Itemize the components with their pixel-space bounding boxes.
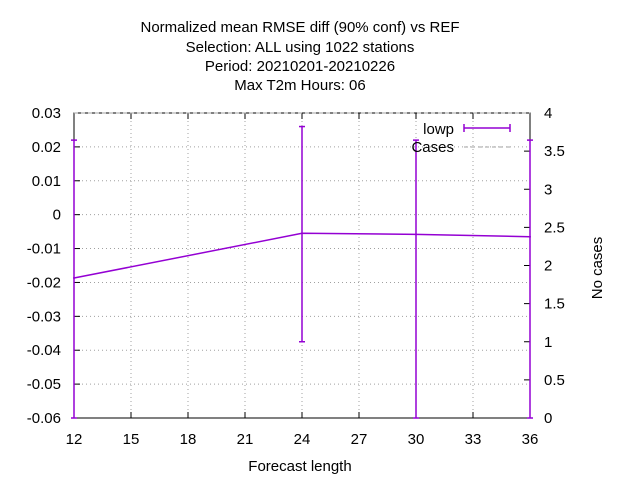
- axis-ticks: 12 15 18 21 24 27 30 33 360.030.020.010-0.01-0.0…: [27, 105, 565, 448]
- x-tick-label: 24: [294, 431, 311, 448]
- y2-tick-label: 2.5: [544, 219, 565, 236]
- legend-label-lowp: lowp: [423, 121, 454, 138]
- lowp-line: [73, 232, 531, 279]
- x-axis-label: Forecast length: [248, 458, 351, 475]
- y2-tick-label: 3: [544, 181, 552, 198]
- chart-title-line-2: Selection: ALL using 1022 stations: [186, 39, 415, 56]
- lowp-point: [301, 232, 303, 235]
- x-tick-label: 36: [522, 431, 539, 448]
- x-tick-label: 33: [465, 431, 482, 448]
- y-tick-label: 0.02: [32, 139, 61, 156]
- y2-tick-label: 4: [544, 105, 552, 122]
- chart-title-line-3: Period: 20210201-20210226: [205, 58, 395, 75]
- y-tick-label: -0.02: [27, 274, 61, 291]
- y2-tick-label: 0: [544, 410, 552, 427]
- y2-tick-label: 1: [544, 334, 552, 351]
- y2-axis-label: No cases: [589, 237, 606, 300]
- x-tick-label: 18: [180, 431, 197, 448]
- y2-tick-label: 2: [544, 258, 552, 275]
- y2-tick-label: 1.5: [544, 296, 565, 313]
- lowp-point: [415, 233, 417, 236]
- y-tick-label: -0.06: [27, 410, 61, 427]
- y-tick-label: 0.03: [32, 105, 61, 122]
- x-tick-label: 30: [408, 431, 425, 448]
- x-tick-label: 27: [351, 431, 368, 448]
- x-tick-label: 15: [123, 431, 140, 448]
- y-tick-label: -0.05: [27, 376, 61, 393]
- chart-title-line-4: Max T2m Hours: 06: [234, 77, 365, 94]
- series-layer: [71, 112, 533, 419]
- y-tick-label: -0.03: [27, 308, 61, 325]
- x-tick-label: 21: [237, 431, 254, 448]
- y-tick-label: 0: [53, 207, 61, 224]
- y-tick-label: -0.04: [27, 342, 61, 359]
- lowp-point: [529, 235, 531, 238]
- legend-label-cases: Cases: [411, 139, 454, 156]
- y-tick-label: -0.01: [27, 241, 61, 258]
- lowp-point: [73, 277, 75, 280]
- y2-tick-label: 0.5: [544, 372, 565, 389]
- chart-title: Normalized mean RMSE diff (90% conf) vs …: [141, 19, 460, 94]
- chart-title-line-1: Normalized mean RMSE diff (90% conf) vs …: [141, 19, 460, 36]
- x-tick-label: 12: [66, 431, 83, 448]
- y-tick-label: 0.01: [32, 173, 61, 190]
- y2-tick-label: 3.5: [544, 143, 565, 160]
